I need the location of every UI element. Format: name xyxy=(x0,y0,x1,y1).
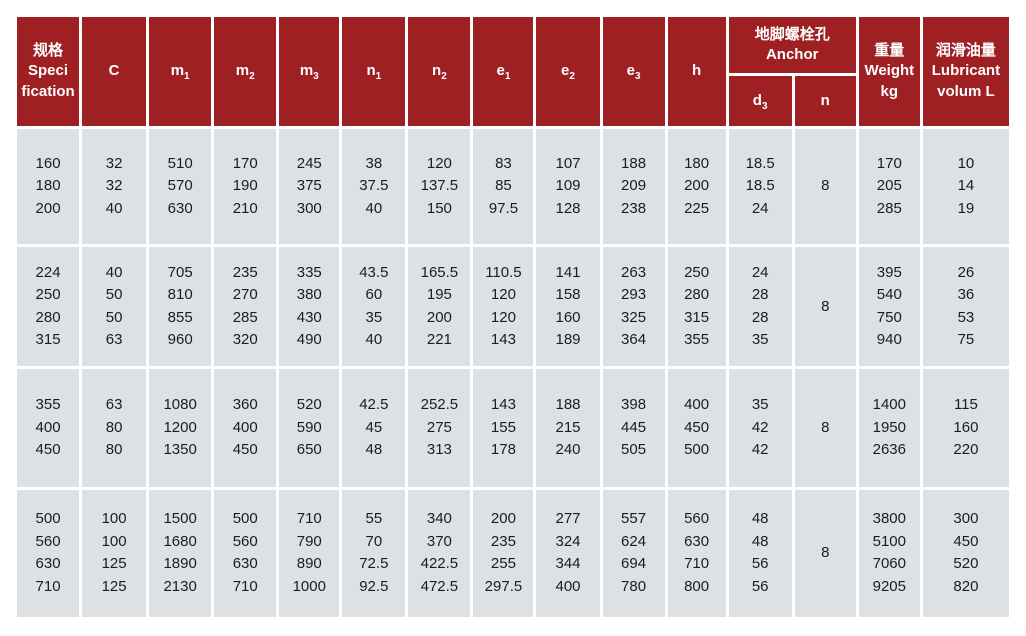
cell-m3: 710 790 890 1000 xyxy=(279,489,340,617)
cell-n: 8 xyxy=(794,369,856,487)
cell-e1: 200 235 255 297.5 xyxy=(473,489,534,617)
cell-e3: 557 624 694 780 xyxy=(602,489,665,617)
cell-m1: 705 810 855 960 xyxy=(149,247,212,367)
cell-m2: 500 560 630 710 xyxy=(214,489,277,617)
cell-lubricant: 10 14 19 xyxy=(922,129,1009,245)
cell-spec: 224 250 280 315 xyxy=(17,247,80,367)
cell-weight: 170 205 285 xyxy=(858,129,920,245)
col-header-e3: e3 xyxy=(602,17,665,126)
row-group-355-450: 355 400 450 63 80 80 1080 1200 1350 360 … xyxy=(17,369,1009,487)
cell-n2: 340 370 422.5 472.5 xyxy=(408,489,471,617)
cell-e1: 110.5 120 120 143 xyxy=(473,247,534,367)
col-header-e1: e1 xyxy=(473,17,534,126)
cell-m3: 520 590 650 xyxy=(279,369,340,487)
cell-c: 63 80 80 xyxy=(82,369,147,487)
cell-e3: 263 293 325 364 xyxy=(602,247,665,367)
cell-h: 180 200 225 xyxy=(667,129,726,245)
cell-c: 32 32 40 xyxy=(82,129,147,245)
cell-lubricant: 26 36 53 75 xyxy=(922,247,1009,367)
cell-spec: 500 560 630 710 xyxy=(17,489,80,617)
col-header-e2: e2 xyxy=(536,17,600,126)
cell-m2: 170 190 210 xyxy=(214,129,277,245)
row-group-500-710: 500 560 630 710 100 100 125 125 1500 168… xyxy=(17,489,1009,617)
col-header-weight: 重量 Weight kg xyxy=(858,17,920,126)
col-group-header-anchor: 地脚螺栓孔 Anchor xyxy=(728,17,856,73)
cell-e2: 141 158 160 189 xyxy=(536,247,600,367)
cell-weight: 1400 1950 2636 xyxy=(858,369,920,487)
col-header-n1: n1 xyxy=(342,17,406,126)
col-header-anchor-n: n xyxy=(794,76,856,126)
cell-n1: 55 70 72.5 92.5 xyxy=(342,489,406,617)
cell-m1: 510 570 630 xyxy=(149,129,212,245)
cell-n1: 38 37.5 40 xyxy=(342,129,406,245)
col-header-d3: d3 xyxy=(728,76,792,126)
cell-n2: 165.5 195 200 221 xyxy=(408,247,471,367)
cell-h: 560 630 710 800 xyxy=(667,489,726,617)
cell-weight: 3800 5100 7060 9205 xyxy=(858,489,920,617)
cell-e2: 107 109 128 xyxy=(536,129,600,245)
cell-spec: 355 400 450 xyxy=(17,369,80,487)
cell-spec: 160 180 200 xyxy=(17,129,80,245)
cell-h: 400 450 500 xyxy=(667,369,726,487)
cell-n: 8 xyxy=(794,129,856,245)
cell-e2: 277 324 344 400 xyxy=(536,489,600,617)
cell-h: 250 280 315 355 xyxy=(667,247,726,367)
cell-e2: 188 215 240 xyxy=(536,369,600,487)
col-header-n2: n2 xyxy=(408,17,471,126)
col-header-m3: m3 xyxy=(279,17,340,126)
specification-table: 规格 Speci fication C m1 m2 m3 n1 n2 e1 e2… xyxy=(14,14,1012,620)
cell-e1: 143 155 178 xyxy=(473,369,534,487)
col-header-m2: m2 xyxy=(214,17,277,126)
cell-lubricant: 115 160 220 xyxy=(922,369,1009,487)
row-group-160-200: 160 180 200 32 32 40 510 570 630 170 190… xyxy=(17,129,1009,245)
col-header-specification: 规格 Speci fication xyxy=(17,17,80,126)
cell-n: 8 xyxy=(794,489,856,617)
col-header-h: h xyxy=(667,17,726,126)
cell-m2: 235 270 285 320 xyxy=(214,247,277,367)
cell-d3: 48 48 56 56 xyxy=(728,489,792,617)
col-header-m1: m1 xyxy=(149,17,212,126)
cell-c: 100 100 125 125 xyxy=(82,489,147,617)
cell-c: 40 50 50 63 xyxy=(82,247,147,367)
cell-n1: 42.5 45 48 xyxy=(342,369,406,487)
cell-d3: 35 42 42 xyxy=(728,369,792,487)
cell-e3: 398 445 505 xyxy=(602,369,665,487)
cell-n2: 120 137.5 150 xyxy=(408,129,471,245)
cell-e1: 83 85 97.5 xyxy=(473,129,534,245)
col-header-lubricant: 润滑油量 Lubricant volum L xyxy=(922,17,1009,126)
cell-m3: 245 375 300 xyxy=(279,129,340,245)
cell-m2: 360 400 450 xyxy=(214,369,277,487)
cell-d3: 18.5 18.5 24 xyxy=(728,129,792,245)
col-header-c: C xyxy=(82,17,147,126)
cell-d3: 24 28 28 35 xyxy=(728,247,792,367)
cell-n: 8 xyxy=(794,247,856,367)
row-group-224-315: 224 250 280 315 40 50 50 63 705 810 855 … xyxy=(17,247,1009,367)
cell-e3: 188 209 238 xyxy=(602,129,665,245)
cell-n1: 43.5 60 35 40 xyxy=(342,247,406,367)
cell-m1: 1500 1680 1890 2130 xyxy=(149,489,212,617)
cell-lubricant: 300 450 520 820 xyxy=(922,489,1009,617)
cell-m1: 1080 1200 1350 xyxy=(149,369,212,487)
cell-m3: 335 380 430 490 xyxy=(279,247,340,367)
cell-n2: 252.5 275 313 xyxy=(408,369,471,487)
cell-weight: 395 540 750 940 xyxy=(858,247,920,367)
